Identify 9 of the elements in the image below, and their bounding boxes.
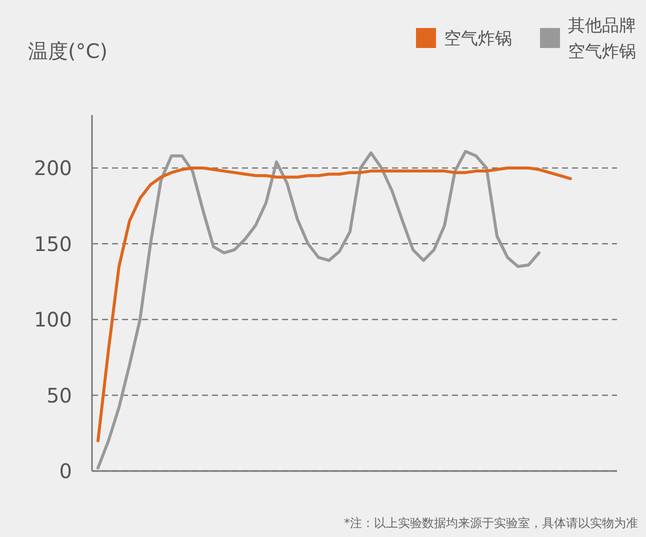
y-tick-label: 50 — [46, 383, 72, 408]
y-tick-label: 0 — [59, 459, 72, 483]
y-tick-label: 100 — [34, 308, 72, 332]
legend-label: 空气炸锅 — [444, 29, 512, 49]
y-tick-label: 150 — [34, 232, 72, 256]
y-tick-label: 200 — [34, 156, 72, 180]
legend-label: 其他品牌空气炸锅 — [568, 16, 636, 62]
y-axis-title: 温度(°C) — [28, 39, 108, 63]
text: *注：以上实验数据均来源于实验室，具体请以实物为准 — [344, 516, 638, 530]
